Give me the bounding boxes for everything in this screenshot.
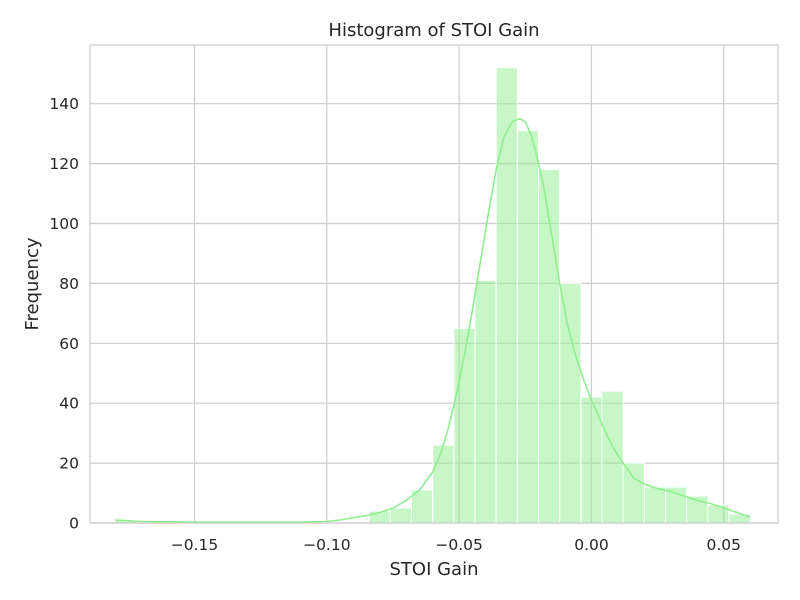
histogram-bar — [707, 504, 730, 524]
histogram-bar — [516, 130, 540, 524]
x-axis-ticks: −0.15 −0.10 −0.05 0.00 0.05 — [171, 536, 741, 554]
x-tick-label: −0.05 — [435, 536, 483, 554]
histogram-bar — [559, 282, 582, 524]
x-tick-label: −0.10 — [303, 536, 351, 554]
y-tick-label: 120 — [49, 155, 79, 173]
plot-frame — [89, 44, 779, 524]
y-tick-label: 140 — [49, 95, 79, 113]
y-axis-label: Frequency — [22, 237, 43, 330]
x-axis-label: STOI Gain — [389, 559, 478, 580]
x-tick-label: 0.05 — [706, 536, 741, 554]
histogram-bar — [389, 507, 413, 524]
y-tick-label: 40 — [59, 395, 79, 413]
histogram-bar — [643, 486, 667, 524]
y-tick-label: 20 — [59, 455, 79, 473]
y-tick-label: 0 — [69, 515, 79, 533]
y-axis-ticks: 0 20 40 60 80 100 120 140 — [49, 95, 79, 532]
histogram-bar — [622, 462, 645, 524]
histogram-bars — [114, 67, 751, 524]
x-tick-label: 0.00 — [574, 536, 609, 554]
plot-area — [89, 44, 779, 524]
y-tick-label: 100 — [49, 215, 79, 233]
histogram-bar — [411, 489, 434, 524]
histogram-bar — [665, 486, 688, 524]
histogram-bar — [474, 279, 497, 524]
histogram-bar — [432, 444, 455, 524]
kde-curve — [115, 117, 751, 523]
chart-title: Histogram of STOI Gain — [328, 20, 539, 41]
histogram-bar — [495, 67, 518, 524]
y-tick-label: 60 — [59, 335, 79, 353]
y-tick-label: 80 — [59, 275, 79, 293]
x-tick-label: −0.15 — [171, 536, 219, 554]
